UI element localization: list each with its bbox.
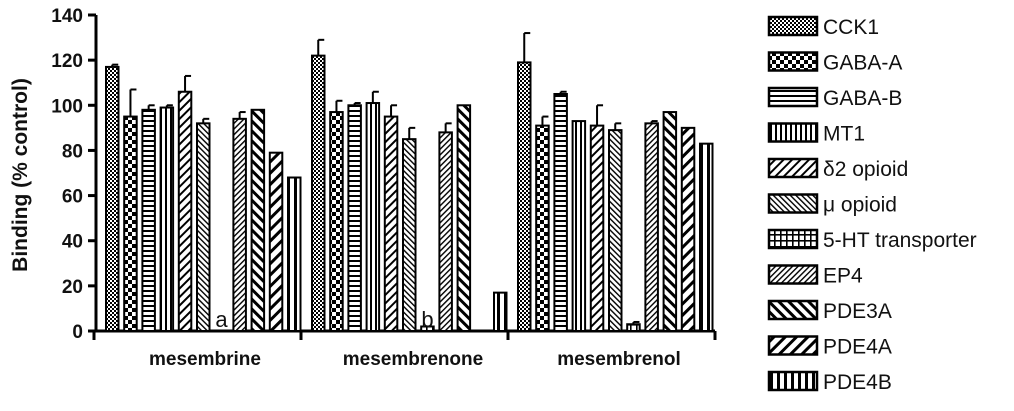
category-label: mesembrenol xyxy=(557,349,681,370)
bar xyxy=(420,325,435,333)
legend-item: PDE3A xyxy=(767,299,892,323)
legend-swatch xyxy=(767,15,819,37)
bar xyxy=(589,124,605,332)
category-label: mesembrine xyxy=(149,349,261,370)
legend-item: GABA-B xyxy=(767,86,902,110)
legend-swatch xyxy=(767,157,819,179)
bar xyxy=(268,151,284,332)
legend-item: MT1 xyxy=(767,122,865,146)
annotation-label: b xyxy=(421,307,433,332)
bar xyxy=(456,104,472,332)
y-tick-label: 120 xyxy=(51,51,83,72)
legend-item: CCK1 xyxy=(767,15,879,39)
legend-swatch xyxy=(767,193,819,214)
bar xyxy=(493,291,508,332)
legend-item: PDE4B xyxy=(767,370,892,394)
legend-item: GABA-A xyxy=(767,51,902,75)
bar xyxy=(699,142,714,332)
legend-item: 5-HT transporter xyxy=(767,228,977,252)
bar xyxy=(571,120,587,333)
bar xyxy=(159,106,175,332)
bar xyxy=(662,111,678,332)
legend-label: GABA-B xyxy=(823,87,902,110)
category-label: mesembrenone xyxy=(343,349,483,370)
bars xyxy=(105,32,714,333)
legend-swatch xyxy=(767,228,819,250)
bar xyxy=(232,117,247,333)
bar xyxy=(177,90,193,332)
legend-item: EP4 xyxy=(767,264,863,288)
bar xyxy=(250,108,266,332)
legend-swatch xyxy=(767,122,819,143)
legend: CCK1 GABA-A GABA-B MT1 δ2 opioid μ opioid 5-HT… xyxy=(767,15,977,394)
y-tick-label: 100 xyxy=(51,96,83,117)
category-labels: mesembrine mesembrenone mesembrenol xyxy=(149,349,681,370)
legend-label: PDE4B xyxy=(823,371,892,394)
y-tick-label: 60 xyxy=(62,187,83,208)
legend-label: PDE4A xyxy=(823,336,892,359)
y-tick-label: 40 xyxy=(62,232,83,253)
bar xyxy=(535,124,550,332)
bar xyxy=(287,176,302,332)
bar xyxy=(438,131,453,332)
bar xyxy=(553,93,568,332)
bar xyxy=(311,54,326,332)
legend-label: GABA-A xyxy=(823,52,902,75)
legend-label: δ2 opioid xyxy=(823,158,908,181)
bar xyxy=(644,122,659,333)
bar xyxy=(680,126,696,332)
legend-swatch xyxy=(767,299,819,321)
bar xyxy=(329,111,344,332)
bar xyxy=(123,115,138,332)
legend-swatch xyxy=(767,264,819,285)
y-tick-label: 20 xyxy=(62,277,83,298)
legend-swatch xyxy=(767,335,819,356)
bar xyxy=(365,102,381,333)
legend-item: μ opioid xyxy=(767,193,897,217)
bar xyxy=(608,129,623,332)
y-tick-label: 0 xyxy=(72,322,83,343)
y-tick-label: 80 xyxy=(62,141,83,162)
bar xyxy=(141,108,156,332)
bar xyxy=(196,122,211,333)
annotation-label: a xyxy=(215,307,228,332)
bar xyxy=(517,61,532,333)
legend-label: 5-HT transporter xyxy=(823,229,977,252)
legend-label: EP4 xyxy=(823,265,863,288)
bar xyxy=(105,65,120,333)
legend-swatch xyxy=(767,86,819,108)
bar xyxy=(402,138,417,332)
legend-swatch xyxy=(767,370,819,392)
y-axis-label: Binding (% control) xyxy=(9,78,32,272)
y-tick-label: 140 xyxy=(51,6,83,27)
legend-label: CCK1 xyxy=(823,16,879,39)
legend-item: PDE4A xyxy=(767,335,892,359)
legend-label: μ opioid xyxy=(823,194,897,217)
legend-label: MT1 xyxy=(823,123,865,146)
legend-item: δ2 opioid xyxy=(767,157,908,181)
legend-label: PDE3A xyxy=(823,300,892,323)
bar xyxy=(626,323,641,333)
bar xyxy=(347,104,362,332)
bar xyxy=(383,115,399,332)
legend-swatch xyxy=(767,51,819,72)
